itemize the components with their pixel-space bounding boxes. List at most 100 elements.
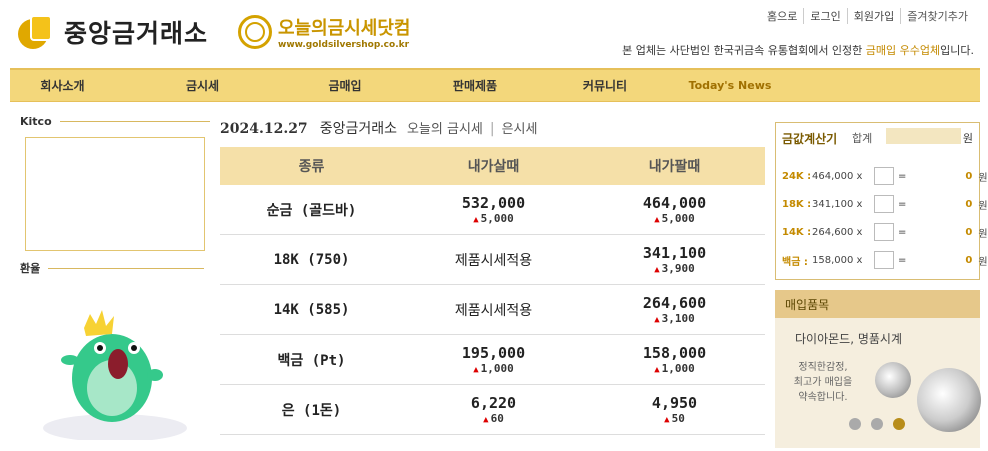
item-name: 18K (750)	[273, 251, 350, 268]
calc-row-24k: 24K :464,000 x = 0 원	[782, 167, 988, 185]
nav-company[interactable]: 회사소개	[40, 79, 85, 93]
calc-row-14k: 14K :264,600 x = 0 원	[782, 223, 988, 241]
sell-delta-value: 1,000	[661, 362, 695, 375]
nav-community[interactable]: 커뮤니티	[582, 79, 628, 93]
buy-delta: ▲ 1,000	[403, 362, 584, 375]
karat-label: 18K :	[782, 198, 812, 210]
sell-delta: ▲ 50	[584, 412, 765, 425]
purchase-items-subtitle: 다이아몬드, 명품시계	[795, 332, 902, 346]
item-name: 백금 (Pt)	[277, 352, 346, 369]
purchase-items-banner[interactable]: 매입품목 다이아몬드, 명품시계 정직한감정, 최고가 매입을 약속합니다.	[775, 290, 981, 448]
price-header: 2024.12.27 중앙금거래소 오늘의 금시세 | 은시세	[220, 118, 537, 138]
gold-bar-logo-icon	[18, 15, 56, 49]
result: 0	[965, 226, 973, 238]
item-name: 은 (1돈)	[281, 402, 342, 419]
col-buy: 내가살때	[467, 159, 520, 175]
tagline-pre: 본 업체는 사단법인 한국귀금속 유통협회에서 인정한	[622, 44, 866, 57]
buy-delta-value: 60	[490, 412, 504, 425]
kitco-title: Kitco	[20, 115, 210, 128]
unit-price: 464,000 x	[812, 170, 863, 182]
site-name: 오늘의금시세닷컴	[278, 18, 411, 39]
nav-todays-news[interactable]: Today's News	[688, 79, 772, 92]
logo-text: 중앙금거래소	[64, 19, 209, 48]
item-name: 순금 (골드바)	[266, 202, 357, 219]
separator: |	[489, 121, 495, 137]
total-label: 합계	[852, 132, 873, 145]
diamond-icon	[917, 368, 981, 432]
buy-delta: ▲ 5,000	[403, 212, 584, 225]
unit: 원	[978, 228, 988, 240]
total-field	[886, 128, 961, 144]
home-link[interactable]: 홈으로	[767, 10, 798, 23]
unit-price: 264,600 x	[812, 226, 863, 238]
sell-delta: ▲ 3,100	[584, 312, 765, 325]
qty-input[interactable]	[874, 195, 894, 213]
bookmark-link[interactable]: 즐겨찾기추가	[900, 8, 974, 24]
carousel-dots	[849, 418, 915, 430]
silver-price-link[interactable]: 은시세	[501, 122, 538, 137]
carousel-dot[interactable]	[871, 418, 883, 430]
purchase-items-title: 매입품목	[775, 290, 980, 318]
table-row: 14K (585) 제품시세적용 264,600 ▲ 3,100	[220, 285, 765, 335]
nav-gold-price[interactable]: 금시세	[185, 79, 220, 93]
sell-price: 158,000	[642, 344, 707, 362]
fx-label: 환율	[20, 262, 41, 275]
col-type: 종류	[298, 159, 325, 175]
qty-input[interactable]	[874, 167, 894, 185]
unit: 원	[978, 200, 988, 212]
nav-products[interactable]: 판매제품	[452, 79, 498, 93]
equals: =	[898, 226, 907, 238]
signup-link[interactable]: 회원가입	[846, 8, 900, 24]
sell-delta-value: 3,100	[661, 312, 695, 325]
top-links: 홈으로 로그인 회원가입 즐겨찾기추가	[761, 8, 974, 24]
today-gold-link[interactable]: 오늘의 금시세	[406, 122, 483, 137]
buy-price: 제품시세적용	[454, 302, 533, 319]
table-row: 순금 (골드바) 532,000 ▲ 5,000 464,000 ▲ 5,000	[220, 185, 765, 235]
calculator-title: 금값계산기	[782, 132, 838, 146]
kitco-label: Kitco	[20, 115, 52, 128]
up-arrow-icon: ▲	[473, 215, 479, 225]
carousel-dot-active[interactable]	[893, 418, 905, 430]
karat-label: 백금 :	[782, 256, 808, 268]
qty-input[interactable]	[874, 251, 894, 269]
sell-delta: ▲ 3,900	[584, 262, 765, 275]
diamond-icon	[875, 362, 911, 398]
site-logo[interactable]: 중앙금거래소	[18, 14, 208, 50]
sell-delta: ▲ 1,000	[584, 362, 765, 375]
up-arrow-icon: ▲	[473, 365, 479, 375]
table-row: 백금 (Pt) 195,000 ▲ 1,000 158,000 ▲ 1,000	[220, 335, 765, 385]
login-link[interactable]: 로그인	[803, 8, 846, 24]
site-url: www.goldsilvershop.co.kr	[278, 40, 410, 50]
equals: =	[898, 198, 907, 210]
table-row: 18K (750) 제품시세적용 341,100 ▲ 3,900	[220, 235, 765, 285]
purchase-items-promise: 정직한감정, 최고가 매입을 약속합니다.	[793, 362, 853, 403]
tagline: 본 업체는 사단법인 한국귀금속 유통협회에서 인정한 금매입 우수업체입니다.	[622, 42, 974, 58]
sell-price: 4,950	[651, 394, 698, 412]
carousel-dot[interactable]	[849, 418, 861, 430]
up-arrow-icon: ▲	[664, 415, 670, 425]
buy-delta-value: 5,000	[480, 212, 514, 225]
sell-delta-value: 5,000	[661, 212, 695, 225]
store-name: 중앙금거래소	[319, 121, 397, 137]
qty-input[interactable]	[874, 223, 894, 241]
tagline-highlight: 금매입 우수업체	[865, 44, 941, 57]
result: 0	[965, 170, 973, 182]
result: 0	[965, 198, 973, 210]
calc-row-platinum: 백금 : 158,000 x = 0 원	[782, 251, 988, 269]
gold-calculator: 금값계산기 합계 원 24K :464,000 x = 0 원 18K :341,10…	[775, 122, 988, 280]
sell-price: 464,000	[642, 194, 707, 212]
up-arrow-icon: ▲	[654, 365, 660, 375]
buy-price: 제품시세적용	[454, 252, 533, 269]
kitco-widget	[25, 137, 205, 251]
goldsilvershop-logo[interactable]: 오늘의금시세닷컴 www.goldsilvershop.co.kr	[238, 14, 410, 50]
price-table: 종류 내가살때 내가팔때 순금 (골드바) 532,000 ▲ 5,000 464,…	[220, 147, 765, 435]
tagline-post: 입니다.	[940, 44, 974, 57]
unit: 원	[978, 256, 988, 268]
table-row: 은 (1돈) 6,220 ▲ 60 4,950 ▲ 50	[220, 385, 765, 435]
price-date: 2024.12.27	[220, 121, 308, 137]
nav-gold-buy[interactable]: 금매입	[328, 79, 362, 93]
sell-delta-value: 3,900	[661, 262, 695, 275]
table-header: 종류 내가살때 내가팔때	[220, 147, 765, 185]
sell-price: 264,600	[642, 294, 707, 312]
buy-price: 532,000	[461, 194, 526, 212]
